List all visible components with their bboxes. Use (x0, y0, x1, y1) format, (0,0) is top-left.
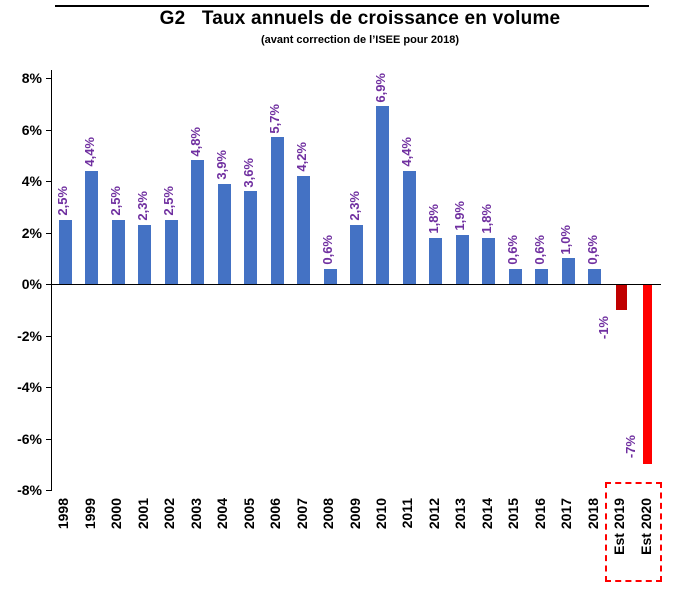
x-axis-label: 1999 (81, 498, 98, 530)
y-axis-tick-label: 0% (21, 276, 42, 292)
bar (588, 268, 602, 284)
x-axis-label: 1998 (55, 498, 72, 530)
bar-value-label: 4,2% (293, 142, 309, 172)
bar (376, 106, 390, 284)
y-axis-tick (46, 181, 52, 182)
bar-value-label: 1,9% (452, 201, 468, 232)
x-axis-label: 2010 (372, 498, 389, 530)
x-axis-label: 2007 (293, 498, 310, 530)
x-axis-label: 2006 (267, 498, 284, 530)
bar (217, 183, 231, 284)
bar (615, 285, 627, 310)
bar (111, 219, 125, 284)
bar (323, 268, 337, 284)
bar (85, 170, 99, 284)
y-axis-tick-label: -2% (17, 327, 42, 344)
y-axis-tick (46, 129, 52, 131)
y-axis-tick-label: 2% (21, 224, 42, 241)
bar-value-label: 2,3% (346, 191, 362, 221)
x-axis-label: 2001 (134, 498, 151, 530)
bar-value-label: 0,6% (531, 234, 547, 265)
x-axis-label: 2009 (346, 498, 363, 530)
bar-value-label: 3,6% (240, 157, 256, 188)
x-axis-label: 2012 (425, 498, 442, 530)
x-axis-label: 2008 (320, 498, 337, 530)
x-axis-label: 2018 (584, 498, 601, 530)
y-axis-tick-label: 8% (21, 70, 42, 86)
y-axis-tick (46, 335, 52, 337)
y-axis-tick (46, 232, 52, 234)
bar-value-label: 0,6% (505, 234, 521, 265)
y-axis-tick-label: 6% (21, 121, 42, 138)
x-axis-label: 2002 (161, 498, 178, 530)
x-axis-label: 2016 (531, 498, 548, 530)
bar-value-label: 3,9% (214, 149, 230, 180)
y-axis-tick (46, 490, 52, 491)
estimate-highlight-box (605, 482, 662, 582)
bar-value-label: -7% (622, 435, 638, 459)
zero-baseline (51, 284, 661, 285)
bar-value-label: 4,4% (399, 137, 415, 167)
y-axis-line (51, 70, 52, 490)
bar (191, 160, 205, 284)
bar (402, 170, 416, 284)
chart-top-border (55, 5, 649, 7)
y-axis-tick-label: -8% (17, 482, 42, 498)
y-axis-tick (46, 78, 52, 79)
x-axis-label: 2013 (452, 498, 469, 530)
y-axis-tick (46, 387, 52, 388)
bar (482, 237, 496, 284)
bar-value-label: 2,5% (108, 185, 124, 216)
bar-value-label: 1,8% (425, 204, 441, 234)
bar (138, 224, 152, 284)
x-axis-label: 2015 (505, 498, 522, 530)
chart-subtitle: (avant correction de l’ISEE pour 2018) (260, 34, 460, 46)
bar (350, 224, 363, 284)
x-axis-label: 2014 (478, 498, 495, 530)
bar-value-label: 6,9% (372, 72, 388, 103)
y-axis-tick-label: -6% (17, 430, 42, 447)
bar (535, 268, 549, 284)
bar (164, 219, 178, 284)
bar-value-label: 0,6% (320, 234, 336, 265)
bar (58, 219, 72, 284)
bar (297, 175, 311, 284)
x-axis-label: 2000 (108, 498, 125, 530)
bar-value-label: 4,8% (187, 126, 203, 157)
bar (561, 258, 575, 284)
bar-value-label: 1,8% (478, 204, 494, 234)
x-axis-label: 2005 (240, 498, 257, 530)
y-axis-tick (46, 284, 52, 285)
bar (508, 268, 522, 284)
x-axis-label: 2004 (214, 498, 231, 530)
x-axis-label: 2003 (187, 498, 204, 530)
bar (455, 235, 469, 284)
y-axis-tick-label: -4% (17, 379, 42, 395)
bar (244, 191, 258, 284)
bar-value-label: 2,5% (55, 185, 71, 216)
bar-value-label: 2,3% (134, 191, 150, 221)
y-axis-tick-label: 4% (21, 173, 42, 189)
y-axis-tick (46, 438, 52, 440)
chart-title: G2 Taux annuels de croissance en volume (159, 8, 561, 29)
bar-value-label: 4,4% (81, 137, 97, 167)
bar-value-label: 2,5% (161, 185, 177, 216)
x-axis-label: 2017 (558, 498, 575, 530)
bar-value-label: 1,0% (558, 224, 574, 255)
x-axis-label: 2011 (399, 498, 416, 529)
bar (643, 285, 653, 465)
bar-value-label: 5,7% (267, 103, 283, 134)
bar (429, 237, 443, 284)
bar-value-label: -1% (596, 315, 612, 339)
bar (270, 137, 284, 284)
bar-value-label: 0,6% (584, 234, 600, 265)
